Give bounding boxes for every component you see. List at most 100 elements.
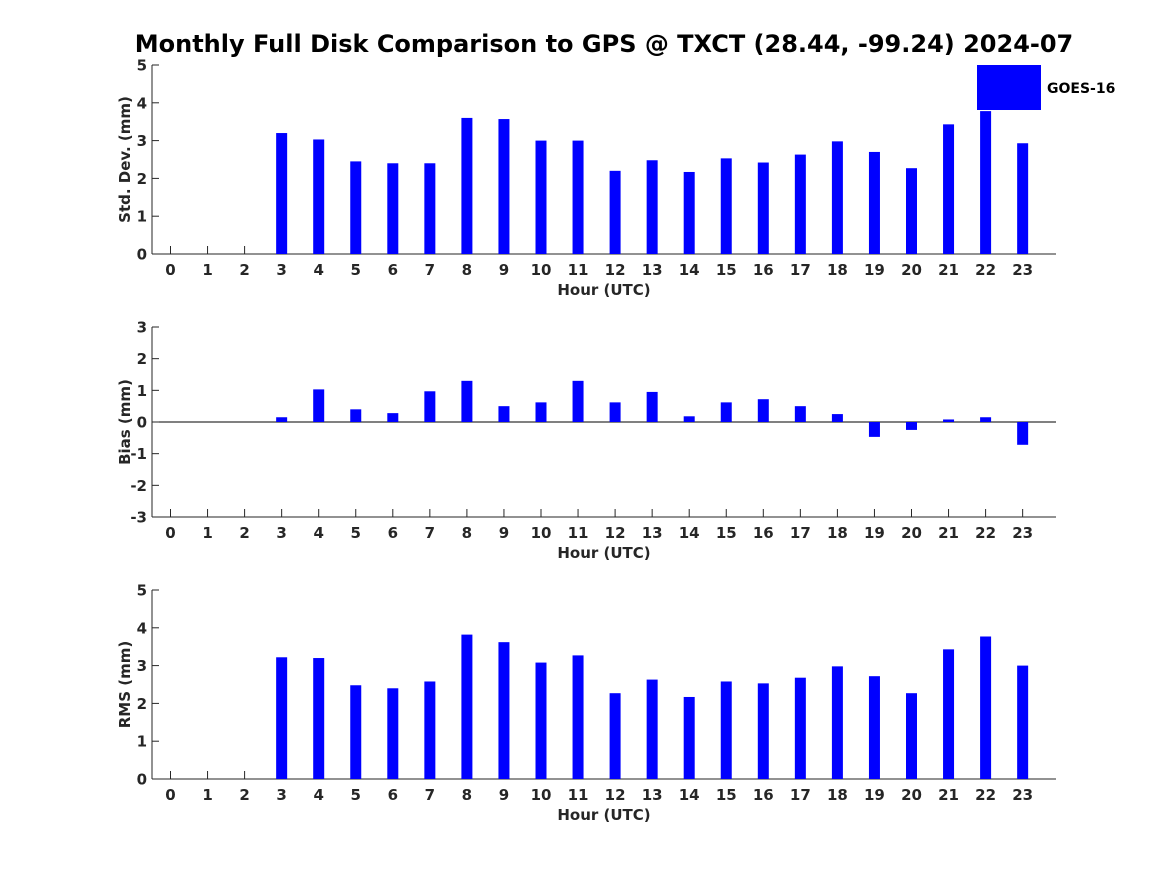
- legend: GOES-16: [977, 65, 1115, 110]
- bar-hour-21: [943, 649, 955, 779]
- legend-swatch-goes-16: [977, 65, 1041, 110]
- bar-hour-20: [906, 168, 917, 254]
- bar-hour-14: [683, 696, 695, 779]
- x-tick-label: 11: [568, 786, 589, 804]
- x-tick-label: 17: [790, 261, 811, 279]
- y-tick-label: 4: [137, 94, 147, 112]
- x-tick-label: 4: [313, 786, 323, 804]
- bar-hour-4: [313, 389, 325, 422]
- x-tick-label: 9: [499, 524, 509, 542]
- x-tick-label: 23: [1012, 786, 1033, 804]
- x-tick-label: 20: [901, 524, 922, 542]
- bar-hour-7: [424, 163, 436, 254]
- x-tick-label: 12: [605, 261, 626, 279]
- x-tick-label: 18: [827, 261, 848, 279]
- x-tick-label: 23: [1012, 524, 1033, 542]
- y-axis-label: Std. Dev. (mm): [116, 96, 134, 223]
- x-tick-label: 10: [531, 786, 552, 804]
- y-tick-label: 4: [137, 619, 147, 637]
- x-tick-label: 3: [276, 524, 286, 542]
- bar-hour-17: [794, 406, 806, 422]
- bar-hour-10: [535, 402, 547, 422]
- x-tick-label: 1: [202, 524, 212, 542]
- bar-hour-19: [868, 151, 880, 254]
- y-tick-label: 3: [137, 657, 147, 675]
- x-tick-label: 15: [716, 786, 737, 804]
- x-tick-label: 0: [165, 261, 175, 279]
- y-tick-label: -2: [130, 477, 147, 495]
- bar-hour-11: [572, 140, 584, 254]
- x-tick-label: 7: [425, 786, 435, 804]
- bar-hour-5: [350, 161, 362, 254]
- x-tick-label: 5: [351, 261, 361, 279]
- bar-hour-3: [276, 417, 288, 422]
- bar-hour-19: [868, 676, 880, 779]
- bar-hour-9: [498, 119, 510, 254]
- bar-hour-4: [313, 139, 325, 254]
- y-tick-label: -3: [130, 509, 147, 527]
- x-tick-label: 8: [462, 786, 472, 804]
- x-tick-label: 2: [239, 786, 249, 804]
- bar-hour-23: [1017, 665, 1029, 779]
- x-tick-label: 15: [716, 261, 737, 279]
- x-tick-label: 22: [975, 786, 996, 804]
- bar-hour-17: [794, 677, 806, 779]
- bar-hour-9: [498, 642, 510, 779]
- x-tick-label: 3: [276, 786, 286, 804]
- x-tick-label: 7: [425, 261, 435, 279]
- x-tick-label: 11: [568, 261, 589, 279]
- x-tick-label: 4: [313, 261, 323, 279]
- x-tick-label: 14: [679, 786, 700, 804]
- x-tick-label: 15: [716, 524, 737, 542]
- y-tick-label: 5: [137, 582, 147, 600]
- x-tick-label: 1: [202, 786, 212, 804]
- x-tick-label: 19: [864, 524, 885, 542]
- bar-hour-13: [646, 391, 658, 422]
- bar-hour-11: [572, 655, 584, 779]
- y-tick-label: 3: [137, 319, 147, 337]
- bar-hour-15: [720, 158, 732, 254]
- bar-hour-13: [646, 160, 658, 254]
- x-tick-label: 21: [938, 786, 959, 804]
- bar-hour-16: [757, 683, 769, 779]
- x-tick-label: 10: [531, 524, 552, 542]
- x-tick-label: 20: [901, 786, 922, 804]
- x-tick-label: 3: [276, 261, 286, 279]
- bar-hour-21: [943, 124, 955, 254]
- x-tick-label: 6: [388, 261, 398, 279]
- bar-hour-10: [535, 662, 547, 779]
- bar-hour-12: [609, 693, 621, 779]
- bar-hour-23: [1017, 143, 1029, 254]
- x-tick-label: 17: [790, 524, 811, 542]
- bar-hour-20: [906, 422, 917, 430]
- y-tick-label: 3: [137, 132, 147, 150]
- bar-hour-18: [831, 666, 843, 779]
- bar-hour-12: [609, 170, 621, 254]
- bar-hour-20: [906, 693, 917, 779]
- x-tick-label: 8: [462, 524, 472, 542]
- bar-hour-14: [683, 416, 695, 422]
- x-tick-label: 16: [753, 261, 774, 279]
- bar-hour-7: [424, 681, 436, 779]
- legend-label-goes-16: GOES-16: [1047, 81, 1115, 97]
- x-tick-label: 18: [827, 524, 848, 542]
- x-tick-label: 22: [975, 524, 996, 542]
- bar-hour-15: [720, 402, 732, 422]
- y-axis-label: RMS (mm): [116, 641, 134, 728]
- y-tick-label: 1: [137, 382, 147, 400]
- x-tick-label: 6: [388, 786, 398, 804]
- y-tick-label: 5: [137, 57, 147, 75]
- x-tick-label: 8: [462, 261, 472, 279]
- bar-hour-17: [794, 154, 806, 254]
- bar-hour-8: [461, 380, 473, 422]
- x-tick-label: 14: [679, 524, 700, 542]
- y-tick-label: -1: [130, 445, 147, 463]
- x-tick-label: 4: [313, 524, 323, 542]
- bar-hour-3: [276, 657, 288, 779]
- x-axis-label: Hour (UTC): [557, 806, 650, 824]
- x-tick-label: 19: [864, 261, 885, 279]
- x-tick-label: 16: [753, 786, 774, 804]
- bar-hour-5: [350, 685, 362, 779]
- bar-hour-16: [757, 399, 769, 422]
